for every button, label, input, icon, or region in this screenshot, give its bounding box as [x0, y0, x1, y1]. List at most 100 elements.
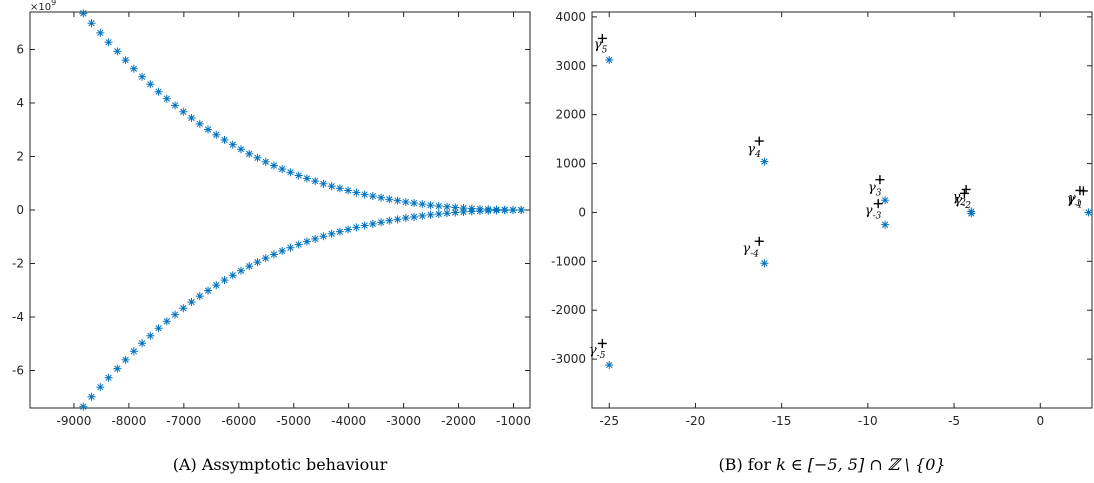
data-point — [96, 28, 105, 37]
data-point — [96, 383, 105, 392]
data-point — [220, 276, 229, 285]
data-point — [204, 286, 213, 295]
data-point — [451, 208, 460, 217]
eigenvalue-asterisk-marker — [605, 55, 614, 64]
data-point — [484, 206, 493, 215]
gamma-label: γ-2 — [954, 193, 971, 211]
eigenvalue-plus-marker — [959, 188, 969, 198]
data-point — [434, 210, 443, 219]
data-point — [393, 196, 402, 205]
data-point — [426, 201, 435, 210]
x-tick-label: -2000 — [441, 414, 476, 428]
data-point — [171, 101, 180, 110]
data-point — [410, 199, 419, 208]
y-tick-label: 4 — [16, 96, 24, 110]
right-axis-ticks: -25 -20 -15 -10 -5 0 -3000 -2000 -1000 0 1000 2000 3… — [551, 10, 1092, 428]
data-point — [335, 227, 344, 236]
x-tick-label: -5 — [948, 414, 960, 428]
eigenvalue-plus-marker — [1078, 186, 1088, 196]
data-point — [187, 113, 196, 122]
data-point — [278, 165, 287, 174]
data-point — [87, 392, 96, 401]
data-point — [220, 135, 229, 144]
x-tick-label: -6000 — [221, 414, 256, 428]
data-point — [517, 206, 526, 215]
data-point — [79, 9, 88, 18]
data-point — [245, 262, 254, 271]
right-chart: -25 -20 -15 -10 -5 0 -3000 -2000 -1000 0 1000 2000 3… — [551, 10, 1093, 474]
data-point — [187, 298, 196, 307]
data-point — [228, 271, 237, 280]
data-point — [319, 232, 328, 241]
data-point — [368, 192, 377, 201]
eigenvalue-asterisk-marker — [881, 220, 890, 229]
data-point — [179, 107, 188, 116]
data-point — [286, 243, 295, 252]
y-tick-label: -3000 — [551, 352, 586, 366]
left-axis-ticks: -9000 -8000 -7000 -6000 -5000 -4000 -3000 -2000… — [12, 12, 531, 428]
y-tick-label: -4 — [12, 310, 24, 324]
y-tick-label: 6 — [16, 42, 24, 56]
eigenvalue-plus-marker — [873, 199, 883, 209]
data-point — [104, 373, 113, 382]
data-point — [87, 19, 96, 28]
data-point — [401, 214, 410, 223]
y-tick-label: 1000 — [555, 157, 586, 171]
eigenvalue-asterisk-marker — [1084, 208, 1093, 217]
data-point — [352, 188, 361, 197]
eigenvalue-asterisk-marker — [760, 157, 769, 166]
eigenvalue-plus-marker — [597, 33, 607, 43]
eigenvalue-plus-marker — [597, 338, 607, 348]
data-point — [418, 200, 427, 209]
eigenvalue-asterisk-marker — [760, 259, 769, 268]
data-point — [236, 266, 245, 275]
y-tick-label: 0 — [16, 203, 24, 217]
data-point — [418, 211, 427, 220]
right-chart-caption: (B) for k ∈ [−5, 5] ∩ ℤ \ {0} — [718, 455, 945, 474]
data-point — [492, 206, 501, 215]
data-point — [146, 331, 155, 340]
x-tick-label: -15 — [772, 414, 792, 428]
y-tick-label: 2 — [16, 149, 24, 163]
data-point — [162, 94, 171, 103]
gamma-label: γ2 — [952, 190, 966, 208]
data-point — [195, 119, 204, 128]
gamma-label: γ-4 — [742, 242, 759, 260]
x-tick-label: -1000 — [496, 414, 531, 428]
eigenvalue-plus-marker — [961, 184, 971, 194]
y-tick-label: 4000 — [555, 10, 586, 24]
data-point — [426, 210, 435, 219]
eigenvalue-plus-marker — [754, 136, 764, 146]
gamma-label: γ-5 — [589, 343, 606, 361]
right-gamma-labels: γ5 γ-5 γ4 γ-4 γ3 γ-3 γ2γ-2 γ1γ-1 — [589, 38, 1083, 362]
data-point — [294, 171, 303, 180]
data-point — [311, 177, 320, 186]
gamma-label: γ1 — [1068, 191, 1082, 209]
data-point — [294, 240, 303, 249]
data-point — [212, 281, 221, 290]
data-point — [138, 339, 147, 348]
data-point — [327, 182, 336, 191]
y-tick-label: -6 — [12, 364, 24, 378]
data-point — [344, 186, 353, 195]
data-point — [129, 64, 138, 73]
data-point — [434, 201, 443, 210]
data-point — [327, 229, 336, 238]
x-tick-label: -5000 — [276, 414, 311, 428]
y-tick-label: -2 — [12, 257, 24, 271]
data-point — [311, 234, 320, 243]
x-tick-label: 0 — [1036, 414, 1044, 428]
data-point — [204, 125, 213, 134]
data-point — [269, 161, 278, 170]
data-point — [410, 212, 419, 221]
data-point — [352, 223, 361, 232]
data-point — [467, 207, 476, 216]
data-point — [253, 153, 262, 162]
gamma-label: γ4 — [747, 142, 761, 160]
left-y-exponent-label: ×109 — [30, 0, 56, 13]
data-point — [162, 317, 171, 326]
y-tick-label: -1000 — [551, 254, 586, 268]
data-point — [335, 184, 344, 193]
data-point — [212, 130, 221, 139]
